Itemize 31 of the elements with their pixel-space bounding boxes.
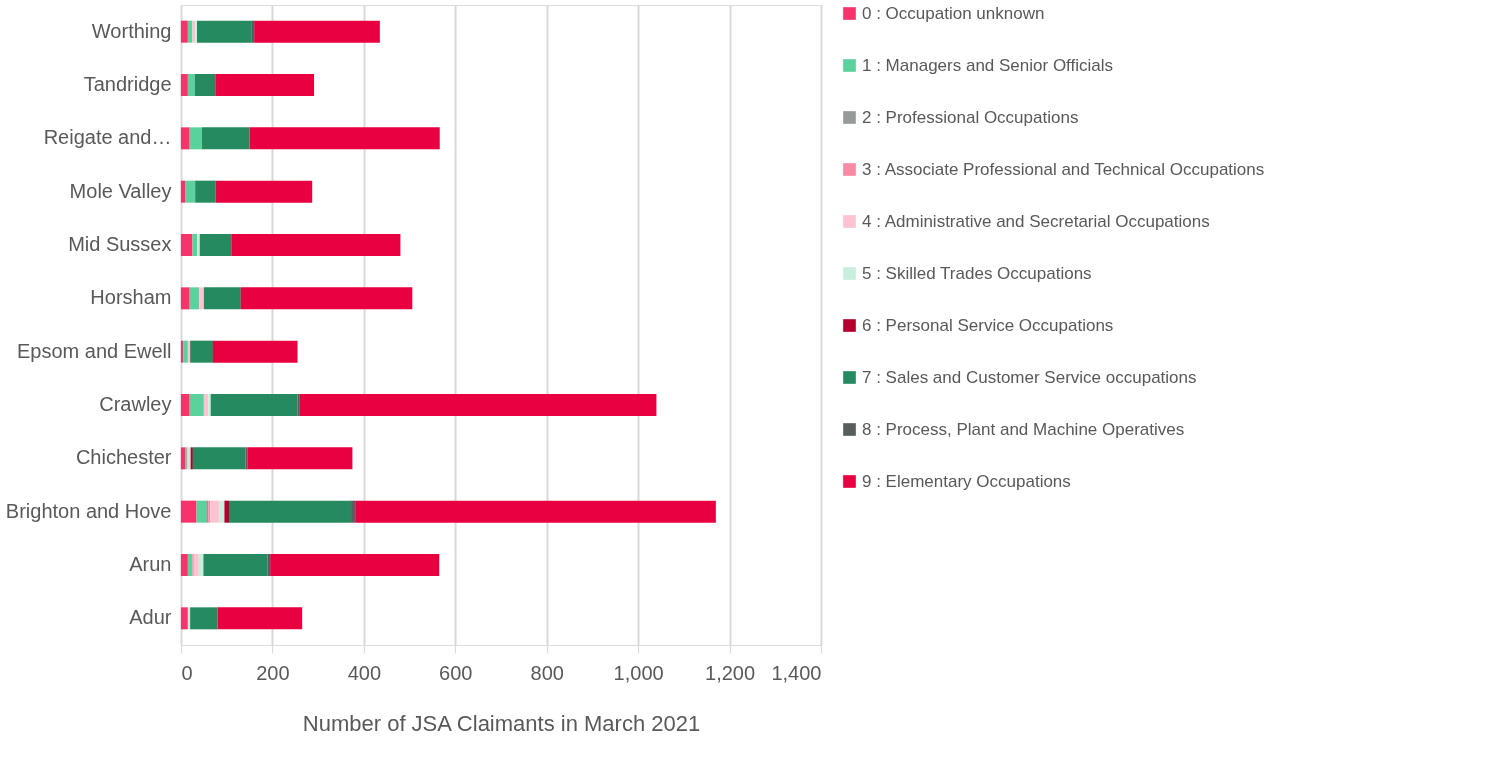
y-tick-label: Epsom and Ewell	[16, 339, 172, 362]
legend-label: 2 : Professional Occupations	[862, 107, 1079, 127]
x-tick-label: 1,200	[705, 661, 756, 684]
legend-label: 3 : Associate Professional and Technical Occupations	[862, 159, 1265, 179]
y-tick-label: Mole Valley	[69, 179, 172, 202]
y-tick-label: Brighton and Hove	[5, 499, 172, 522]
legend-label: 9 : Elementary Occupations	[862, 471, 1071, 491]
y-tick-label: Horsham	[90, 286, 172, 309]
x-tick-label: 1,400	[771, 661, 822, 684]
legend-label: 7 : Sales and Customer Service occupations	[862, 367, 1197, 387]
legend-label: 6 : Personal Service Occupations	[862, 315, 1114, 335]
y-tick-label: Mid Sussex	[68, 233, 172, 255]
y-tick-label: Tandridge	[83, 73, 172, 95]
x-tick-label: 800	[530, 661, 564, 684]
y-tick-label: Adur	[129, 606, 172, 629]
x-tick-label: 400	[347, 661, 382, 684]
x-tick-label: 1,000	[613, 661, 664, 684]
y-tick-label: Chichester	[75, 446, 172, 469]
x-tick-label: 0	[181, 661, 193, 684]
x-tick-label: 600	[439, 661, 473, 684]
legend-label: 5 : Skilled Trades Occupations	[862, 263, 1092, 283]
legend-label: 1 : Managers and Senior Officials	[862, 55, 1114, 75]
legend-label: 4 : Administrative and Secretarial Occupations	[862, 211, 1210, 231]
x-axis-title: Number of JSA Claimants in March 2021	[302, 710, 701, 736]
legend-label: 8 : Process, Plant and Machine Operatives	[862, 419, 1185, 439]
x-tick-label: 200	[256, 661, 290, 684]
y-tick-label: Reigate and…	[43, 126, 172, 149]
y-tick-label: Arun	[129, 553, 172, 575]
legend-label: 0 : Occupation unknown	[862, 3, 1045, 23]
y-tick-label: Crawley	[99, 393, 172, 415]
y-tick-label: Worthing	[91, 19, 172, 42]
